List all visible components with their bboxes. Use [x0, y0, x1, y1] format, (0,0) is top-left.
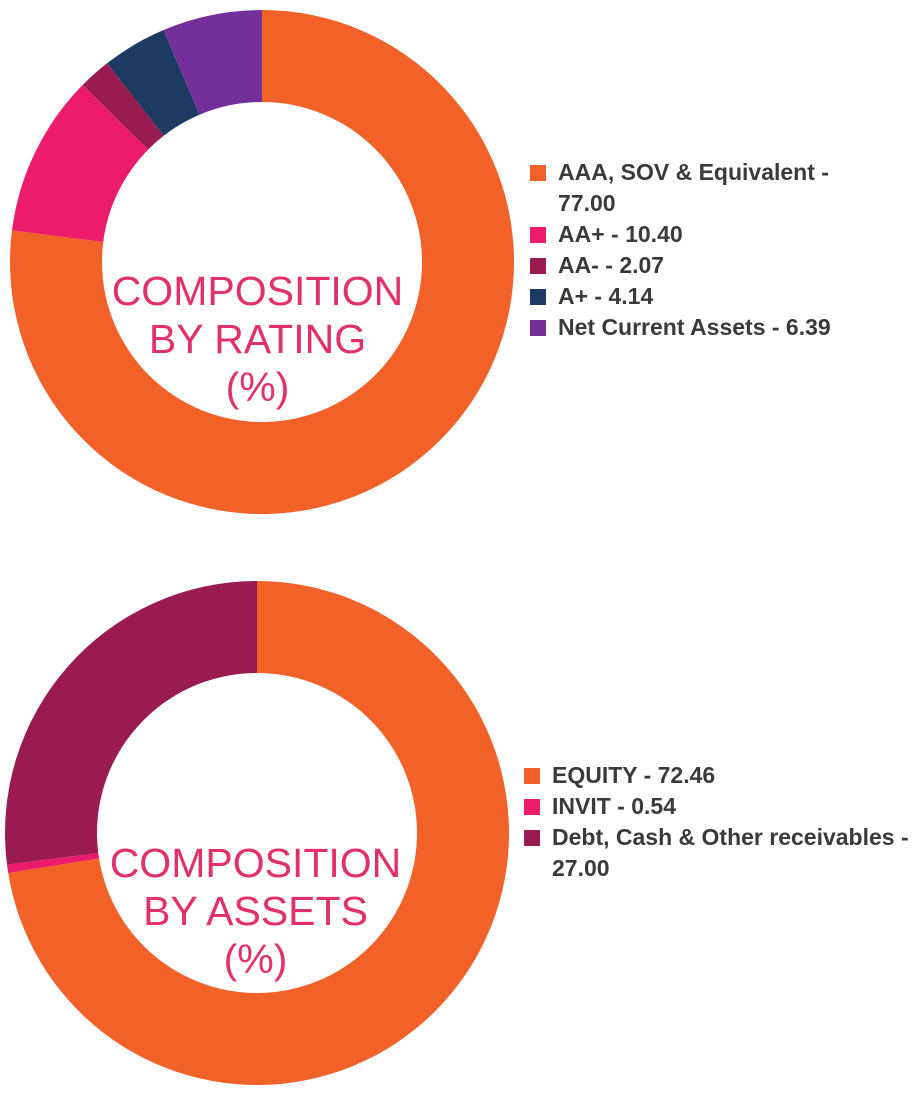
- rating-donut-svg: [10, 10, 515, 514]
- legend-swatch-a-plus: [530, 289, 546, 305]
- legend-item-invit: INVIT - 0.54: [524, 791, 919, 822]
- rating-donut-chart: COMPOSITION BY RATING (%) AAA, SOV & Equ…: [0, 0, 923, 530]
- slice-aa: [82, 63, 164, 150]
- legend-label-net-current-assets: Net Current Assets - 6.39: [558, 314, 831, 340]
- slice-net-current-assets: [163, 10, 262, 115]
- legend-item-aaa: AAA, SOV & Equivalent - 77.00: [530, 157, 875, 219]
- legend-swatch-aa-plus: [530, 227, 546, 243]
- slice-invit: [6, 853, 100, 874]
- legend-item-aa-minus: AA- - 2.07: [530, 250, 875, 281]
- slice-aa: [11, 84, 149, 242]
- rating-title-line-2: BY RATING: [148, 315, 367, 362]
- rating-title-line-3: (%): [225, 363, 290, 410]
- slice-debt-cash-other-receivables: [4, 581, 257, 865]
- slice-equity: [8, 581, 510, 1085]
- assets-title-line-2: BY ASSETS: [143, 887, 368, 934]
- assets-legend: EQUITY - 72.46 INVIT - 0.54 Debt, Cash &…: [524, 760, 919, 884]
- assets-donut-svg: [4, 581, 510, 1085]
- legend-label-invit: INVIT - 0.54: [552, 793, 676, 819]
- legend-swatch-equity: [524, 768, 540, 784]
- legend-label-debt-cash: Debt, Cash & Other receivables - 27.00: [552, 824, 909, 881]
- rating-center-title: COMPOSITION BY RATING (%): [85, 268, 430, 412]
- slice-a: [107, 30, 200, 136]
- legend-swatch-net-current-assets: [530, 320, 546, 336]
- assets-title-line-3: (%): [223, 935, 288, 982]
- legend-item-a-plus: A+ - 4.14: [530, 281, 875, 312]
- legend-swatch-invit: [524, 799, 540, 815]
- legend-label-aa-minus: AA- - 2.07: [558, 252, 665, 278]
- legend-swatch-aaa: [530, 165, 546, 181]
- legend-swatch-debt-cash: [524, 830, 540, 846]
- legend-item-debt-cash: Debt, Cash & Other receivables - 27.00: [524, 822, 919, 884]
- rating-legend: AAA, SOV & Equivalent - 77.00 AA+ - 10.4…: [530, 157, 875, 343]
- rating-title-line-1: COMPOSITION: [111, 268, 404, 314]
- assets-donut-chart: COMPOSITION BY ASSETS (%) EQUITY - 72.46…: [0, 570, 923, 1107]
- legend-item-equity: EQUITY - 72.46: [524, 760, 919, 791]
- legend-label-aa-plus: AA+ - 10.40: [558, 221, 683, 247]
- legend-label-aaa: AAA, SOV & Equivalent - 77.00: [558, 159, 829, 216]
- assets-center-title: COMPOSITION BY ASSETS (%): [78, 840, 433, 984]
- legend-label-equity: EQUITY - 72.46: [552, 762, 716, 788]
- legend-item-aa-plus: AA+ - 10.40: [530, 219, 875, 250]
- legend-item-net-current-assets: Net Current Assets - 6.39: [530, 312, 875, 343]
- slice-aaa-sov-equivalent: [10, 10, 515, 514]
- legend-label-a-plus: A+ - 4.14: [558, 283, 654, 309]
- legend-swatch-aa-minus: [530, 258, 546, 274]
- assets-title-line-1: COMPOSITION: [109, 840, 402, 886]
